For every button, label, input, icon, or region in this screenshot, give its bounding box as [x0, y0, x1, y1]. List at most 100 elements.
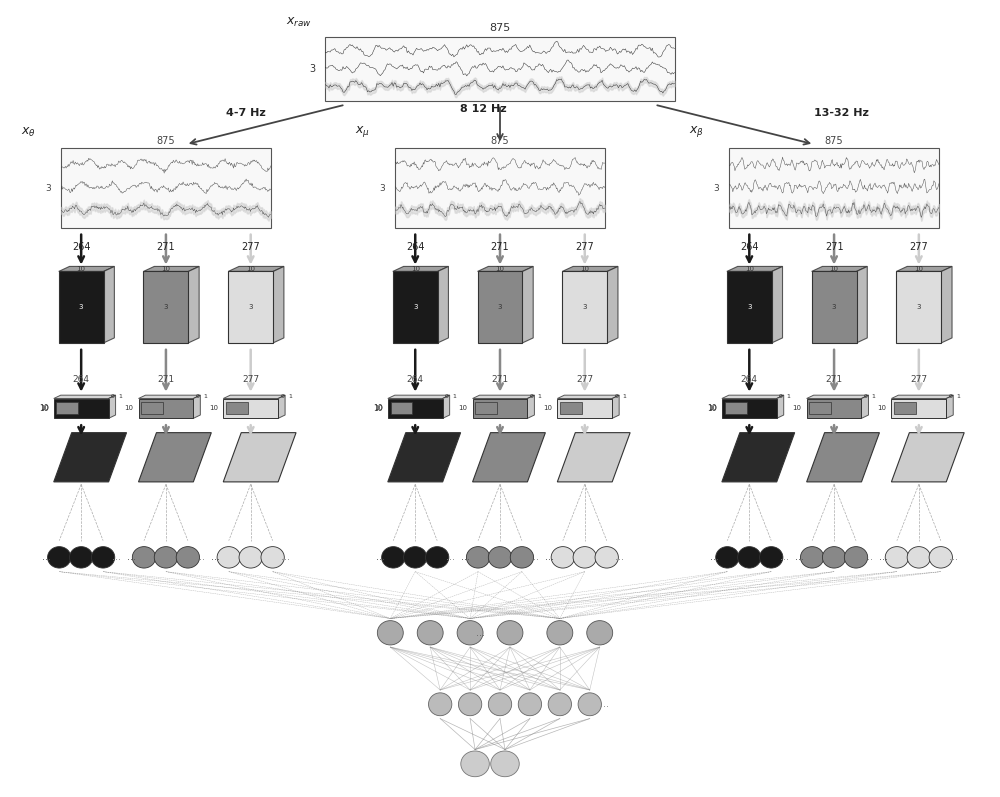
Text: ...: ...	[545, 552, 554, 563]
Polygon shape	[562, 266, 618, 272]
Polygon shape	[473, 398, 527, 418]
Polygon shape	[478, 266, 533, 272]
Text: 264: 264	[73, 375, 90, 384]
Bar	[560, 402, 582, 414]
Text: 10: 10	[707, 404, 717, 413]
Text: ...: ...	[461, 552, 470, 563]
Text: ...: ...	[530, 552, 539, 563]
Text: 277: 277	[910, 375, 927, 384]
Text: 875: 875	[491, 136, 509, 146]
Text: 1: 1	[871, 394, 875, 398]
Ellipse shape	[907, 547, 931, 568]
Bar	[391, 402, 412, 414]
Polygon shape	[109, 395, 116, 418]
Text: 10: 10	[411, 266, 420, 272]
Text: 264: 264	[72, 241, 90, 252]
Text: 271: 271	[826, 375, 843, 384]
Polygon shape	[557, 398, 612, 418]
Text: 10: 10	[161, 266, 170, 272]
Polygon shape	[727, 266, 783, 272]
Text: 3: 3	[917, 304, 921, 310]
Ellipse shape	[595, 547, 618, 568]
Polygon shape	[388, 398, 443, 418]
Ellipse shape	[800, 547, 824, 568]
Text: $x_{\mu}$: $x_{\mu}$	[355, 124, 370, 139]
Text: 0: 0	[280, 394, 284, 399]
Polygon shape	[443, 395, 450, 418]
Text: 3: 3	[747, 304, 752, 310]
Text: ...: ...	[211, 552, 220, 563]
FancyBboxPatch shape	[395, 148, 605, 228]
Polygon shape	[223, 398, 278, 418]
Text: ...: ...	[127, 552, 136, 563]
Ellipse shape	[497, 621, 523, 645]
FancyBboxPatch shape	[325, 37, 675, 100]
Ellipse shape	[426, 547, 449, 568]
Polygon shape	[612, 395, 619, 418]
Text: 3: 3	[46, 183, 51, 193]
Text: 10: 10	[246, 266, 255, 272]
Ellipse shape	[547, 621, 573, 645]
Ellipse shape	[760, 547, 783, 568]
Polygon shape	[807, 433, 879, 482]
Polygon shape	[54, 395, 116, 398]
Text: 13-32 Hz: 13-32 Hz	[814, 108, 869, 118]
Text: 0: 0	[864, 394, 867, 399]
Ellipse shape	[573, 547, 596, 568]
Text: 0: 0	[445, 394, 449, 399]
Ellipse shape	[885, 547, 909, 568]
Polygon shape	[273, 266, 284, 343]
Text: 3: 3	[79, 304, 83, 310]
Polygon shape	[557, 433, 630, 482]
Text: $x_{\beta}$: $x_{\beta}$	[689, 124, 704, 139]
Ellipse shape	[382, 547, 405, 568]
Text: 10: 10	[374, 406, 383, 411]
Text: $x_{raw}$: $x_{raw}$	[286, 16, 311, 29]
Polygon shape	[438, 266, 448, 343]
Ellipse shape	[466, 547, 490, 568]
Ellipse shape	[716, 547, 739, 568]
Text: ...: ...	[795, 552, 804, 563]
Text: 1: 1	[787, 394, 791, 398]
Bar	[56, 402, 78, 414]
Text: ...: ...	[42, 552, 51, 563]
Ellipse shape	[518, 693, 542, 716]
Bar	[809, 402, 831, 414]
Ellipse shape	[91, 547, 115, 568]
Text: 3: 3	[498, 304, 502, 310]
Polygon shape	[772, 266, 783, 343]
Polygon shape	[223, 395, 285, 398]
Text: 875: 875	[157, 136, 175, 146]
Text: ...: ...	[196, 552, 205, 563]
Ellipse shape	[548, 693, 572, 716]
Ellipse shape	[822, 547, 846, 568]
Ellipse shape	[428, 693, 452, 716]
Text: 264: 264	[740, 241, 759, 252]
Text: 1: 1	[203, 394, 207, 398]
Text: 277: 277	[576, 375, 593, 384]
Text: 3: 3	[413, 304, 417, 310]
Text: 1: 1	[119, 394, 122, 398]
Text: 1: 1	[956, 394, 960, 398]
Ellipse shape	[461, 751, 489, 777]
FancyBboxPatch shape	[61, 148, 271, 228]
Text: 3: 3	[583, 304, 587, 310]
Polygon shape	[722, 398, 777, 418]
Polygon shape	[139, 395, 200, 398]
Text: 1: 1	[288, 394, 292, 398]
Text: 10: 10	[745, 266, 754, 272]
Ellipse shape	[510, 547, 534, 568]
Text: 3: 3	[248, 304, 253, 310]
Ellipse shape	[738, 547, 761, 568]
Ellipse shape	[457, 621, 483, 645]
Text: 10: 10	[459, 406, 468, 411]
Text: 277: 277	[575, 241, 594, 252]
Ellipse shape	[404, 547, 427, 568]
Text: 0: 0	[948, 394, 952, 399]
Text: 3: 3	[309, 64, 316, 74]
Ellipse shape	[491, 751, 519, 777]
Polygon shape	[896, 266, 952, 272]
Text: 277: 277	[909, 241, 928, 252]
Text: ...: ...	[281, 552, 290, 563]
Text: 875: 875	[489, 23, 511, 33]
